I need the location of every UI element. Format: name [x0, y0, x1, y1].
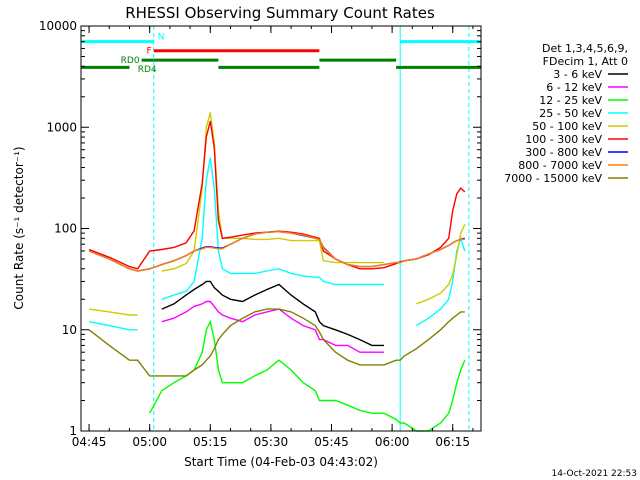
legend-label-7: 800 - 7000 keV — [518, 159, 602, 172]
status-bar-label-4: RD4 — [138, 65, 157, 75]
x-tick-label-6: 06:15 — [435, 435, 470, 449]
x-tick-label-2: 05:15 — [193, 435, 228, 449]
x-tick-label-0: 04:45 — [72, 435, 107, 449]
series-line-2 — [149, 319, 466, 432]
y-axis-label: Count Rate (s⁻¹ detector⁻¹) — [12, 146, 26, 309]
y-tick-label-3: 1000 — [46, 120, 77, 134]
x-tick-label-1: 05:00 — [132, 435, 167, 449]
legend-label-8: 7000 - 15000 keV — [504, 172, 602, 185]
series-line-3 — [88, 157, 466, 331]
legend-header-0: Det 1,3,4,5,6,9, — [542, 42, 628, 55]
x-tick-label-3: 05:30 — [254, 435, 289, 449]
legend-label-6: 300 - 800 keV — [525, 146, 602, 159]
x-tick-label-5: 06:00 — [375, 435, 410, 449]
y-axis: 1 10 100 1000 10000 — [39, 19, 481, 438]
legend-label-0: 3 - 6 keV — [553, 68, 602, 81]
series-line-7 — [88, 230, 465, 272]
series-line-0 — [161, 280, 384, 347]
series-line-1 — [161, 300, 384, 353]
chart-title: RHESSI Observing Summary Count Rates — [125, 4, 435, 22]
legend-label-5: 100 - 300 keV — [525, 133, 602, 146]
y-tick-label-0: 1 — [69, 424, 77, 438]
series-line-8 — [88, 308, 465, 377]
series-line-4 — [89, 112, 466, 316]
plot-timestamp: 14-Oct-2021 22:53 — [552, 469, 637, 479]
y-tick-label-2: 100 — [54, 222, 77, 236]
legend-header-1: FDecim 1, Att 0 — [543, 55, 628, 68]
x-axis-label: Start Time (04-Feb-03 04:43:02) — [184, 455, 378, 469]
legend-label-4: 50 - 100 keV — [532, 120, 602, 133]
status-bar-label-3: RD0 — [121, 56, 140, 66]
x-tick-label-4: 05:45 — [314, 435, 349, 449]
legend-label-2: 12 - 25 keV — [539, 94, 602, 107]
y-tick-label-1: 10 — [62, 323, 77, 337]
legend-label-1: 6 - 12 keV — [546, 81, 602, 94]
y-tick-label-4: 10000 — [39, 19, 77, 33]
legend-label-3: 25 - 50 keV — [539, 107, 602, 120]
x-axis: 04:45 05:00 05:15 05:30 05:45 06:00 06:15 — [72, 26, 474, 449]
legend: Det 1,3,4,5,6,9,FDecim 1, Att 03 - 6 keV… — [504, 42, 628, 185]
series-line-5 — [88, 120, 466, 270]
series-line-6 — [88, 230, 465, 272]
plot-frame — [80, 25, 482, 432]
status-bar-label-0: N — [158, 33, 165, 43]
status-bar-label-2: F — [147, 47, 152, 57]
